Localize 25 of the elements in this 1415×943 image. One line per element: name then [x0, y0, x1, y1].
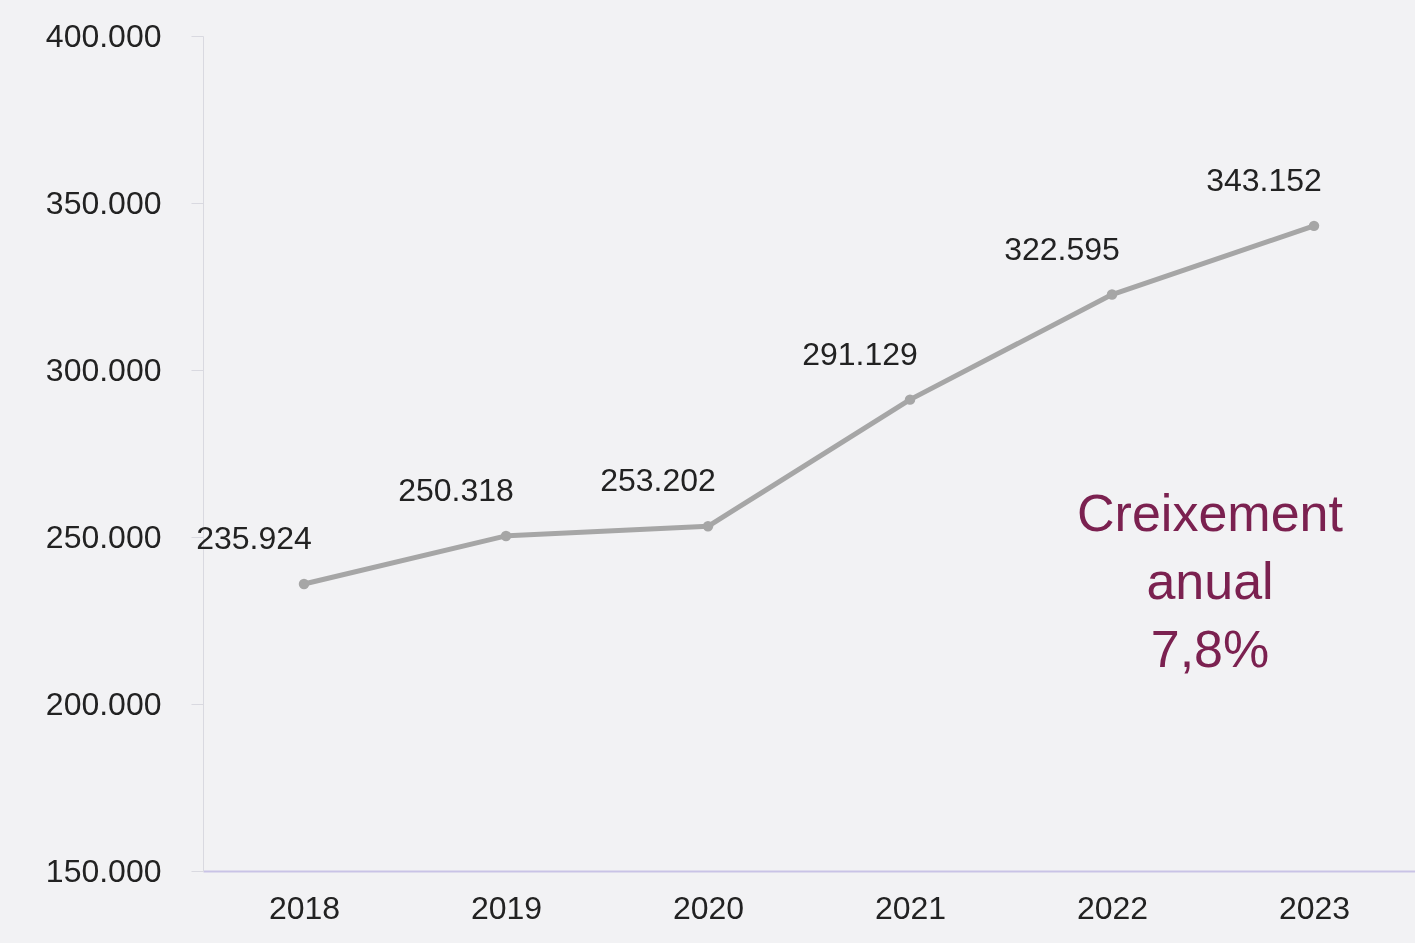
y-tick-label: 350.000 — [45, 184, 162, 221]
y-tick-label: 250.000 — [45, 518, 162, 555]
point — [500, 530, 512, 542]
y-tick-label: 300.000 — [45, 351, 162, 388]
data-label: 250.318 — [398, 471, 514, 508]
data-label: 322.595 — [1004, 230, 1120, 267]
point — [298, 578, 310, 590]
y-tick-label: 400.000 — [45, 17, 162, 54]
data-label: 343.152 — [1206, 161, 1322, 198]
data-label: 253.202 — [600, 462, 716, 499]
annotation: Creixement anual 7,8% — [1077, 484, 1344, 678]
x-tick-label: 2023 — [1278, 889, 1351, 926]
x-tick-label: 2019 — [470, 889, 543, 926]
point — [1308, 220, 1320, 232]
point — [702, 521, 714, 532]
x-tick-label: 2022 — [1076, 889, 1149, 926]
point — [1106, 289, 1118, 300]
y-tick-label: 150.000 — [45, 852, 162, 889]
point — [904, 394, 916, 405]
data-label: 235.924 — [196, 520, 312, 557]
x-tick-label: 2020 — [672, 889, 745, 926]
data-label: 291.129 — [802, 335, 918, 372]
x-tick-label: 2021 — [874, 889, 947, 926]
y-tick-label: 200.000 — [45, 685, 162, 722]
x-tick-label: 2018 — [268, 889, 341, 926]
